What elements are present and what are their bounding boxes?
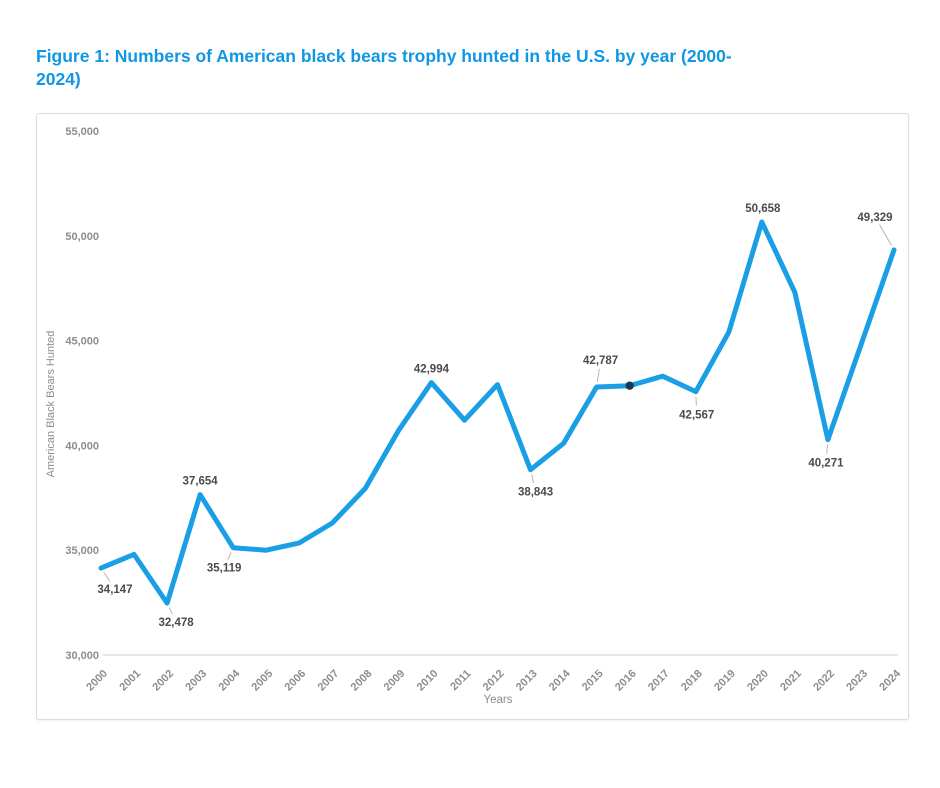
- leader-line-2015: [596, 368, 600, 383]
- leader-line-2000: [103, 571, 111, 582]
- data-label-2003: 37,654: [183, 476, 219, 488]
- x-tick-label: 2005: [250, 668, 276, 694]
- x-tick-label: 2021: [778, 668, 804, 694]
- chart-svg: 30,000 35,000 40,000 45,000 50,000 55,000 2000…: [45, 126, 904, 706]
- x-tick-label: 2024: [877, 667, 903, 693]
- x-tick-label: 2003: [183, 668, 209, 694]
- x-tick-label: 2020: [745, 668, 771, 694]
- x-tick-label: 2016: [613, 668, 639, 694]
- data-label-2013: 38,843: [518, 487, 553, 499]
- y-axis-title: American Black Bears Hunted: [45, 331, 57, 478]
- x-tick-label: 2012: [481, 668, 507, 694]
- leader-line-2022: [826, 444, 828, 454]
- figure-title-line1: Figure 1: Numbers of American black bear…: [36, 46, 732, 66]
- x-tick-label: 2000: [84, 668, 110, 694]
- figure-title-line2: 2024): [36, 69, 81, 89]
- data-label-2018: 42,567: [679, 410, 714, 422]
- leader-line-2004: [227, 552, 232, 560]
- data-label-2024: 49,329: [857, 212, 892, 224]
- x-tick-label: 2004: [216, 667, 242, 693]
- x-tick-label: 2002: [150, 668, 176, 694]
- figure-title: Figure 1: Numbers of American black bear…: [36, 45, 904, 91]
- y-tick-label: 55,000: [65, 126, 99, 138]
- data-label-2004: 35,119: [207, 563, 242, 575]
- x-tick-label: 2023: [844, 668, 870, 694]
- x-axis-title: Years: [484, 694, 513, 706]
- y-tick-label: 30,000: [65, 650, 99, 662]
- x-tick-label: 2017: [646, 668, 672, 694]
- leader-line-2002: [168, 607, 173, 615]
- x-tick-label: 2011: [448, 668, 473, 693]
- x-tick-label: 2022: [811, 668, 837, 694]
- x-tick-label: 2015: [580, 668, 606, 694]
- x-tick-label: 2007: [316, 668, 342, 694]
- leader-line-2013: [531, 474, 535, 483]
- data-label-2015: 42,787: [583, 355, 618, 367]
- x-tick-label: 2019: [712, 668, 738, 694]
- highlight-point-2016: [625, 381, 634, 390]
- x-tick-label: 2018: [679, 668, 705, 694]
- data-label-2010: 42,994: [414, 364, 450, 376]
- x-tick-label: 2009: [382, 668, 408, 694]
- data-label-2000: 34,147: [97, 584, 132, 596]
- x-tick-label: 2013: [514, 668, 540, 694]
- y-tick-label: 40,000: [65, 440, 99, 452]
- leader-line-2024: [879, 224, 892, 246]
- x-tick-label: 2008: [349, 668, 375, 694]
- x-tick-label: 2014: [547, 667, 573, 693]
- x-tick-label: 2001: [117, 668, 143, 694]
- data-label-2020: 50,658: [745, 203, 781, 215]
- y-tick-label: 35,000: [65, 545, 99, 557]
- line-chart: 30,000 35,000 40,000 45,000 50,000 55,000 2000…: [37, 114, 908, 719]
- y-tick-label: 45,000: [65, 336, 99, 348]
- y-tick-label: 50,000: [65, 231, 99, 243]
- data-label-2002: 32,478: [158, 617, 194, 629]
- x-tick-label: 2010: [415, 668, 441, 694]
- x-tick-label: 2006: [283, 668, 309, 694]
- chart-container: 30,000 35,000 40,000 45,000 50,000 55,000 2000…: [36, 113, 909, 720]
- data-label-2022: 40,271: [808, 458, 844, 470]
- trend-line: [98, 219, 897, 606]
